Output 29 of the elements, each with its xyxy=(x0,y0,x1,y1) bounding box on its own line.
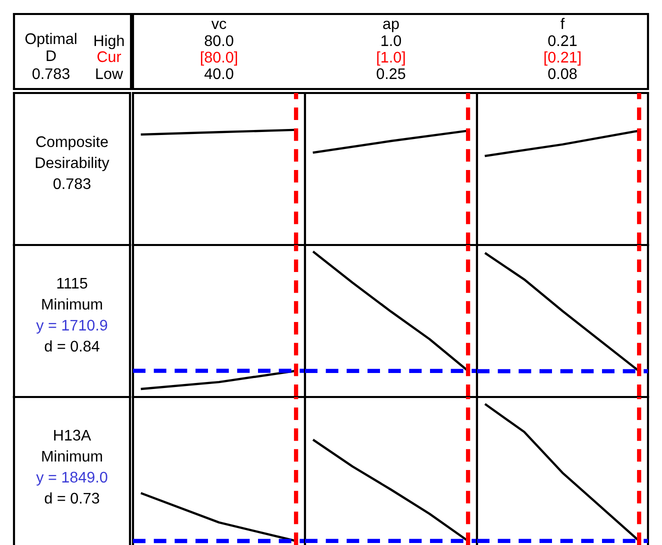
text: High xyxy=(94,34,124,50)
text: H13A xyxy=(54,430,92,441)
text: y = 1849.0 xyxy=(36,472,108,486)
text: [1.0] xyxy=(377,51,405,66)
text: 0.08 xyxy=(548,68,577,80)
text: 0.783 xyxy=(32,68,70,80)
text: Low xyxy=(96,68,124,80)
text: 1115 xyxy=(57,278,88,289)
text: 0.25 xyxy=(376,68,406,80)
text: [80.0] xyxy=(200,51,238,66)
chart-title: vc xyxy=(211,20,226,30)
text: 80.0 xyxy=(204,35,234,46)
text: y = 1710.9 xyxy=(36,320,108,334)
text: D xyxy=(46,50,56,61)
chart-title: ap xyxy=(383,20,399,32)
text: 0.783 xyxy=(53,178,90,190)
text: Minimum xyxy=(42,450,102,462)
text: Composite xyxy=(36,136,108,150)
text: [0.21] xyxy=(544,51,581,66)
text: 1.0 xyxy=(382,35,402,46)
text: 40.0 xyxy=(204,68,234,80)
text: Desirability xyxy=(36,156,110,172)
text: Optimal xyxy=(25,32,76,48)
text: 0.21 xyxy=(548,35,577,46)
text: d = 0.84 xyxy=(44,340,100,352)
text: d = 0.73 xyxy=(44,492,100,504)
text: Cur xyxy=(97,51,122,62)
chart-title: f xyxy=(560,18,565,29)
text: Minimum xyxy=(42,298,102,310)
